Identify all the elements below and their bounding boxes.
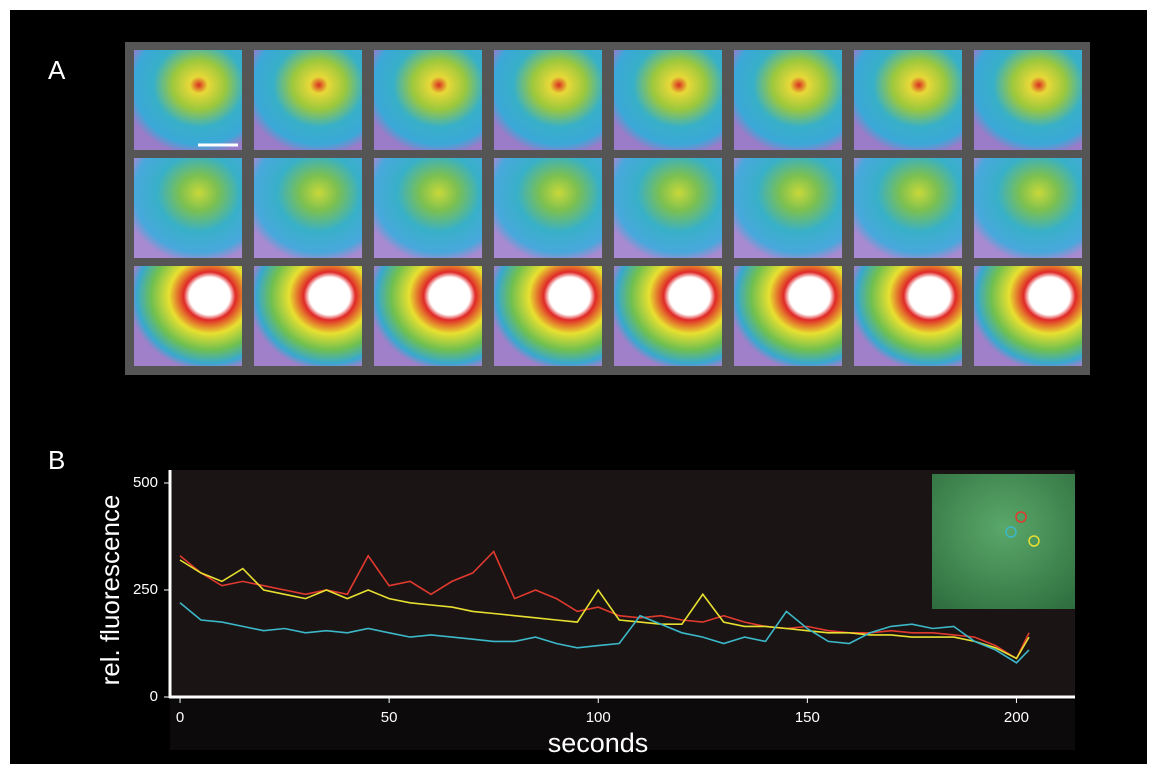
inset-image: [932, 474, 1075, 609]
panel-label: B: [48, 445, 65, 475]
x-tick-label: 150: [795, 709, 820, 726]
image-tile: [974, 50, 1082, 150]
image-tile: [614, 266, 722, 366]
image-tile: [254, 266, 362, 366]
image-tile: [974, 266, 1082, 366]
y-tick-label: 0: [150, 688, 158, 705]
x-tick-label: 100: [586, 709, 611, 726]
image-tile: [854, 158, 962, 258]
image-tile: [854, 50, 962, 150]
x-tick-label: 0: [176, 709, 184, 726]
image-tile: [734, 266, 842, 366]
image-tile: [134, 266, 242, 366]
x-tick-label: 50: [381, 709, 398, 726]
image-tile: [494, 158, 602, 258]
image-tile: [614, 158, 722, 258]
image-tile: [494, 50, 602, 150]
image-tile: [974, 158, 1082, 258]
y-axis-label: rel. fluorescence: [95, 495, 125, 686]
image-tile: [254, 50, 362, 150]
x-axis-label: seconds: [548, 728, 649, 758]
image-tile: [134, 50, 242, 150]
image-tile: [734, 50, 842, 150]
image-tile: [254, 158, 362, 258]
y-tick-label: 250: [133, 581, 158, 598]
y-tick-label: 500: [133, 474, 158, 491]
panel-label: A: [48, 55, 66, 85]
image-tile: [494, 266, 602, 366]
image-tile: [734, 158, 842, 258]
image-tile: [374, 266, 482, 366]
image-tile: [854, 266, 962, 366]
image-tile: [374, 50, 482, 150]
x-tick-label: 200: [1004, 709, 1029, 726]
image-tile: [134, 158, 242, 258]
figure: A B rel. fluorescence seconds 0 250 500 0 50…: [0, 0, 1157, 764]
image-tile: [614, 50, 722, 150]
image-tile: [374, 158, 482, 258]
